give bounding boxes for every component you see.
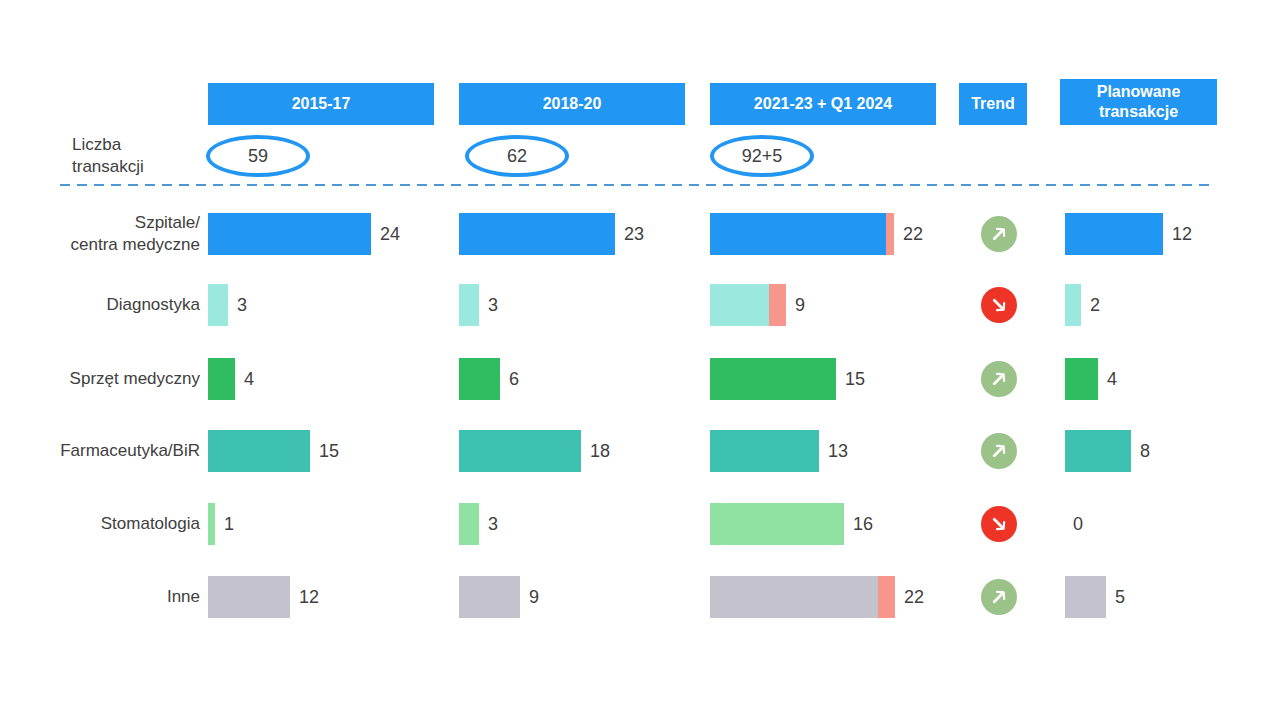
- trend-down-icon: [981, 287, 1017, 323]
- bar-2018-20: [459, 358, 500, 400]
- chart-row: Sprzęt medyczny 4 6 15 4: [0, 358, 1280, 400]
- bar-value: 4: [1107, 358, 1117, 400]
- period-header-2021-23-q1-2024: 2021-23 + Q1 2024: [710, 83, 936, 125]
- bar-2018-20: [459, 430, 581, 472]
- row-label-line: centra medyczne: [0, 234, 200, 256]
- planned-header-line2: transakcje: [1099, 102, 1178, 122]
- bar-2015-17: [208, 576, 290, 618]
- trend-up-arrow: [988, 586, 1010, 608]
- trend-up-icon: [981, 216, 1017, 252]
- bar-2018-20: [459, 576, 520, 618]
- row-label-line: Sprzęt medyczny: [0, 368, 200, 390]
- trend-up-arrow: [988, 440, 1010, 462]
- bar-value: 2: [1090, 284, 1100, 326]
- bar-value: 24: [380, 213, 400, 255]
- trend-up-arrow: [988, 368, 1010, 390]
- trend-down-arrow: [988, 294, 1010, 316]
- row-label: Farmaceutyka/BiR: [0, 430, 200, 472]
- bar-2021-23: [710, 576, 878, 618]
- row-label-line: Diagnostyka: [0, 294, 200, 316]
- bar-value: 8: [1140, 430, 1150, 472]
- bar-2021-23: [710, 284, 769, 326]
- bar-value: 0: [1073, 503, 1083, 545]
- bar-value: 13: [828, 430, 848, 472]
- planned-header-line1: Planowane: [1097, 82, 1181, 102]
- bar-2015-17: [208, 213, 371, 255]
- bar-value: 18: [590, 430, 610, 472]
- bar-value: 12: [299, 576, 319, 618]
- bar-2018-20: [459, 503, 479, 545]
- total-count-2018-20: 62: [465, 135, 569, 177]
- bar-value: 1: [224, 503, 234, 545]
- chart-row: Diagnostyka 3 3 9 2: [0, 284, 1280, 326]
- bar-q1-2024-segment: [878, 576, 895, 618]
- bar-2021-23: [710, 358, 836, 400]
- row-label: Diagnostyka: [0, 284, 200, 326]
- row-label-line: Szpitale/: [0, 212, 200, 234]
- bar-q1-2024-segment: [769, 284, 786, 326]
- period-header-2015-17: 2015-17: [208, 83, 434, 125]
- bar-value: 15: [319, 430, 339, 472]
- row-label-line: Stomatologia: [0, 513, 200, 535]
- chart-row: Stomatologia 1 3 16 0: [0, 503, 1280, 545]
- bar-2021-23: [710, 213, 886, 255]
- bar-2018-20: [459, 284, 479, 326]
- transaction-count-label-line1: Liczba: [72, 134, 144, 156]
- bar-value: 22: [904, 576, 924, 618]
- row-label-line: Farmaceutyka/BiR: [0, 440, 200, 462]
- planned-transactions-header: Planowane transakcje: [1060, 79, 1217, 125]
- total-count-2015-17: 59: [206, 135, 310, 177]
- chart-row: Szpitale/centra medyczne 24 23 22 12: [0, 213, 1280, 255]
- bar-q1-2024-segment: [886, 213, 894, 255]
- row-label: Sprzęt medyczny: [0, 358, 200, 400]
- bar-value: 15: [845, 358, 865, 400]
- bar-value: 16: [853, 503, 873, 545]
- transaction-count-label: Liczba transakcji: [72, 134, 144, 178]
- bar-value: 23: [624, 213, 644, 255]
- trend-up-icon: [981, 433, 1017, 469]
- bar-value: 6: [509, 358, 519, 400]
- bar-planned: [1065, 576, 1106, 618]
- row-label-line: Inne: [0, 586, 200, 608]
- row-label: Szpitale/centra medyczne: [0, 213, 200, 255]
- trend-up-icon: [981, 361, 1017, 397]
- bar-planned: [1065, 284, 1081, 326]
- bar-2015-17: [208, 358, 235, 400]
- total-count-2021-23-q1-2024: 92+5: [710, 135, 814, 177]
- total-value: 59: [248, 146, 268, 167]
- period-header-2018-20: 2018-20: [459, 83, 685, 125]
- bar-value: 5: [1115, 576, 1125, 618]
- bar-2015-17: [208, 284, 228, 326]
- total-value: 92+5: [742, 146, 783, 167]
- bar-value: 3: [488, 284, 498, 326]
- bar-planned: [1065, 213, 1163, 255]
- bar-value: 3: [237, 284, 247, 326]
- bar-2015-17: [208, 503, 215, 545]
- bar-value: 3: [488, 503, 498, 545]
- row-label: Inne: [0, 576, 200, 618]
- bar-2018-20: [459, 213, 615, 255]
- bar-value: 9: [795, 284, 805, 326]
- bar-value: 12: [1172, 213, 1192, 255]
- bar-2015-17: [208, 430, 310, 472]
- bar-2021-23: [710, 430, 819, 472]
- trend-down-arrow: [988, 513, 1010, 535]
- ma-healthcare-transactions-chart: 2015-17 2018-20 2021-23 + Q1 2024 Trend …: [0, 0, 1280, 720]
- trend-up-arrow: [988, 223, 1010, 245]
- chart-row: Farmaceutyka/BiR 15 18 13 8: [0, 430, 1280, 472]
- bar-value: 22: [903, 213, 923, 255]
- bar-planned: [1065, 358, 1098, 400]
- trend-up-icon: [981, 579, 1017, 615]
- total-value: 62: [507, 146, 527, 167]
- trend-down-icon: [981, 506, 1017, 542]
- bar-2021-23: [710, 503, 844, 545]
- transaction-count-label-line2: transakcji: [72, 156, 144, 178]
- chart-row: Inne 12 9 22 5: [0, 576, 1280, 618]
- bar-value: 9: [529, 576, 539, 618]
- bar-value: 4: [244, 358, 254, 400]
- separator-dashed-line: [60, 184, 1216, 186]
- bar-planned: [1065, 430, 1131, 472]
- row-label: Stomatologia: [0, 503, 200, 545]
- trend-header: Trend: [959, 83, 1027, 125]
